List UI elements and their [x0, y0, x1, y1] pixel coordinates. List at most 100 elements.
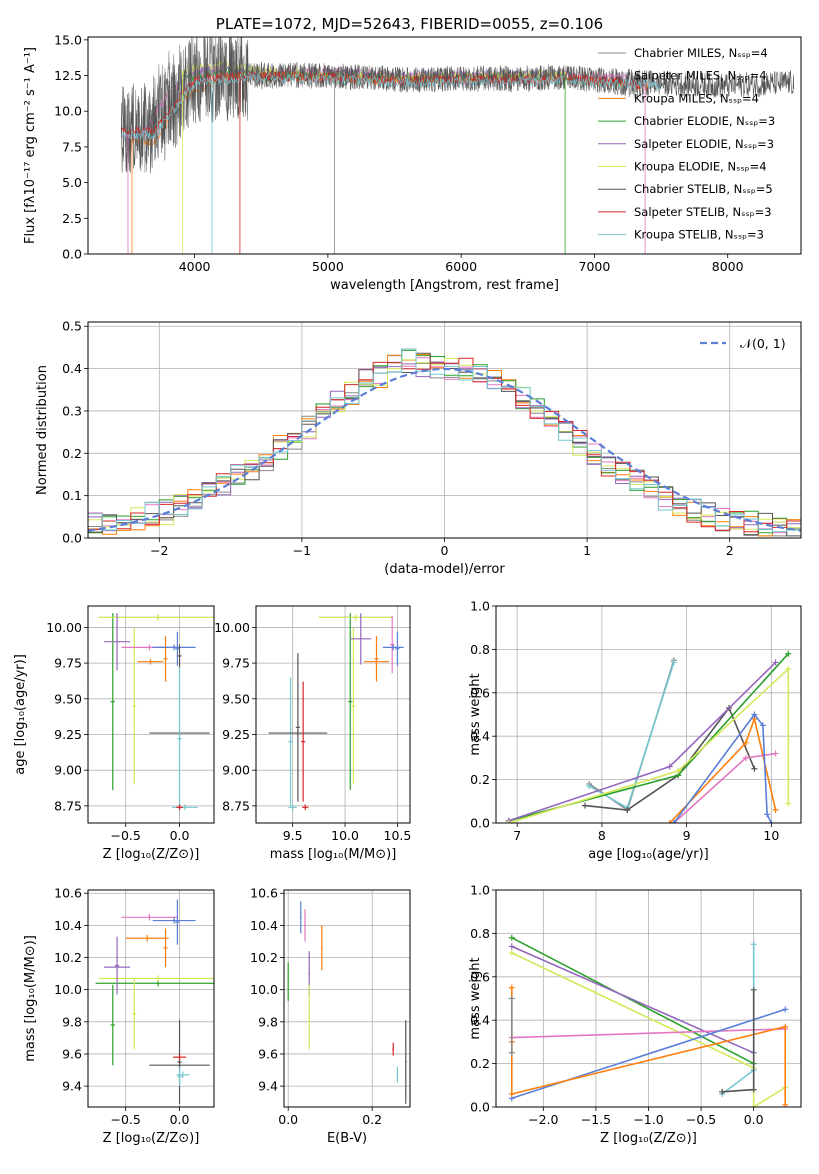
age_vs_mass-panel: 9.5 10.0 10.5 8.75 9.00 9.25 9.50 9.75 10.00 mass…	[214, 605, 412, 862]
data-layer	[508, 934, 789, 1107]
spectrum-line	[121, 37, 795, 174]
x-axis-label: mass [log₁₀(M/M⊙)]	[270, 847, 397, 862]
weight_vs_age-panel: 7 8 9 10 0.0 0.2 0.4 0.6 0.8 1.0 age [log₁₀(age/yr…	[468, 599, 802, 862]
x-axis-label: E(B-V)	[327, 1131, 367, 1146]
y-tick-label: 0.4	[470, 1013, 490, 1028]
y-tick-label: 0.4	[470, 729, 490, 744]
figure-title: PLATE=1072, MJD=52643, FIBERID=0055, z=0…	[216, 15, 603, 33]
data-layer	[95, 899, 214, 1104]
y-tick-label: 0.0	[62, 531, 82, 546]
legend: Chabrier MILES, Nₛₛₚ=4 Salpeter MILES, Nₛ…	[598, 46, 775, 242]
y-tick-label: 10.00	[46, 620, 82, 635]
y-tick-label: 0.8	[470, 642, 490, 657]
x-tick-label: 0.0	[278, 1112, 298, 1127]
y-tick-label: 0.8	[470, 926, 490, 941]
weight-marker	[750, 1104, 757, 1107]
weight-marker	[768, 820, 775, 823]
normal-curve	[88, 367, 801, 532]
legend-label: 𝒩(0, 1)	[740, 336, 786, 351]
data-layer	[268, 613, 404, 811]
weight-marker	[785, 665, 792, 672]
y-tick-label: 0.0	[470, 1100, 490, 1115]
y-axis-label: Flux [fλ10⁻¹⁷ erg cm⁻² s⁻¹ A⁻¹]	[23, 47, 38, 244]
y-tick-label: 0.1	[62, 488, 82, 503]
weight-marker	[505, 820, 512, 823]
y-tick-label: 9.75	[54, 656, 82, 671]
y-tick-label: 10.2	[54, 950, 82, 965]
y-tick-label: 9.6	[258, 1046, 278, 1061]
weight-marker	[742, 739, 749, 746]
axes-frame	[283, 889, 411, 1108]
y-tick-label: 2.5	[62, 211, 82, 226]
axes-frame	[495, 889, 802, 1108]
y-tick-label: 10.2	[250, 950, 278, 965]
y-tick-label: 8.75	[54, 798, 82, 813]
y-tick-label: 5.0	[62, 175, 82, 190]
histogram-step	[88, 348, 801, 533]
weight-marker	[666, 763, 673, 770]
x-tick-label: −1	[293, 543, 311, 558]
weight-marker	[750, 986, 757, 993]
x-tick-label: 10.0	[331, 828, 359, 843]
y-tick-label: 7.5	[62, 139, 82, 154]
histogram-step	[88, 358, 801, 530]
y-tick-label: 10.0	[54, 982, 82, 997]
x-tick-label: 0.0	[744, 1112, 764, 1127]
weight-marker	[751, 765, 758, 772]
x-tick-label: −0.5	[686, 1112, 716, 1127]
x-axis-label: Z [log₁₀(Z/Z⊙)]	[103, 847, 200, 862]
weight-marker	[750, 941, 757, 948]
weight-marker	[764, 811, 771, 818]
x-tick-label: 0.0	[170, 828, 190, 843]
x-tick-label: −1.5	[581, 1112, 611, 1127]
weight-line	[511, 945, 755, 1054]
weight-marker	[508, 995, 515, 1002]
y-axis-label: mass weight	[468, 673, 483, 755]
weight-marker	[750, 1086, 757, 1093]
y-tick-label: 0.0	[62, 247, 82, 262]
spectrum-line	[121, 70, 648, 138]
y-axis-label: mass weight	[468, 957, 483, 1039]
x-axis-label: Z [log₁₀(Z/Z⊙)]	[600, 1131, 697, 1146]
legend: 𝒩(0, 1)	[700, 336, 786, 351]
y-tick-label: 9.50	[222, 691, 250, 706]
legend-label: Salpeter STELIB, Nₛₛₚ=3	[634, 205, 772, 219]
x-tick-label: 1	[583, 543, 591, 558]
spectrum-panel: 4000 5000 6000 7000 8000 0.0 2.5 5.0 7.5 10.0 12.5…	[23, 32, 802, 293]
weight-marker	[508, 1090, 515, 1097]
y-tick-label: 9.25	[54, 727, 82, 742]
x-tick-label: 8	[598, 828, 606, 843]
x-tick-label: −1.0	[633, 1112, 663, 1127]
weight-marker	[782, 1023, 789, 1030]
y-tick-label: 9.4	[62, 1079, 82, 1094]
histogram-step	[88, 349, 801, 534]
weight-marker	[675, 767, 682, 774]
age_vs_z-panel: −0.5 0.0 8.75 9.00 9.25 9.50 9.75 10.00 Z [log₁₀…	[13, 605, 215, 862]
spectrum-line	[121, 72, 662, 141]
weight-marker	[751, 711, 758, 718]
histogram-step	[88, 352, 801, 537]
axes-frame	[495, 605, 802, 824]
weight-marker	[508, 934, 515, 941]
y-tick-label: 9.75	[222, 656, 250, 671]
legend-label: Kroupa STELIB, Nₛₛₚ=3	[634, 228, 764, 242]
x-axis-label: wavelength [Angstrom, rest frame]	[330, 278, 559, 293]
y-tick-label: 0.2	[470, 772, 490, 787]
y-tick-label: 10.00	[214, 620, 250, 635]
plot-area	[88, 606, 214, 823]
data-layer	[121, 37, 795, 254]
axes-frame	[87, 36, 802, 255]
x-tick-label: −0.5	[111, 828, 141, 843]
weight-marker	[785, 650, 792, 657]
residuals-panel: −2 −1 0 1 2 0.0 0.1 0.2 0.3 0.4 0.5 (data-model)/er…	[35, 319, 802, 577]
weight-marker	[785, 800, 792, 807]
y-tick-label: 10.4	[250, 918, 278, 933]
weight-marker	[670, 659, 677, 666]
x-tick-label: 9.5	[283, 828, 303, 843]
y-tick-label: 0.3	[62, 403, 82, 418]
y-tick-label: 12.5	[54, 68, 82, 83]
legend-label: Chabrier STELIB, Nₛₛₚ=5	[634, 182, 773, 196]
mass_vs_ebv-panel: 0.0 0.2 9.4 9.6 9.8 10.0 10.2 10.4 10.6 E(B-V)	[250, 886, 411, 1146]
x-tick-label: 10.5	[384, 828, 412, 843]
